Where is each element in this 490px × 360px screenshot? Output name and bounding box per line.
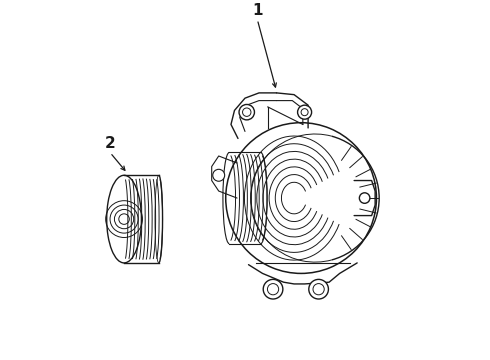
Circle shape: [309, 279, 328, 299]
Circle shape: [297, 105, 312, 119]
Circle shape: [359, 193, 370, 203]
Circle shape: [263, 279, 283, 299]
Circle shape: [243, 108, 251, 116]
Text: 2: 2: [105, 136, 116, 151]
Circle shape: [313, 284, 324, 295]
Circle shape: [213, 169, 225, 181]
Text: 1: 1: [252, 3, 263, 18]
Circle shape: [268, 284, 279, 295]
Circle shape: [239, 104, 254, 120]
Circle shape: [301, 109, 308, 116]
